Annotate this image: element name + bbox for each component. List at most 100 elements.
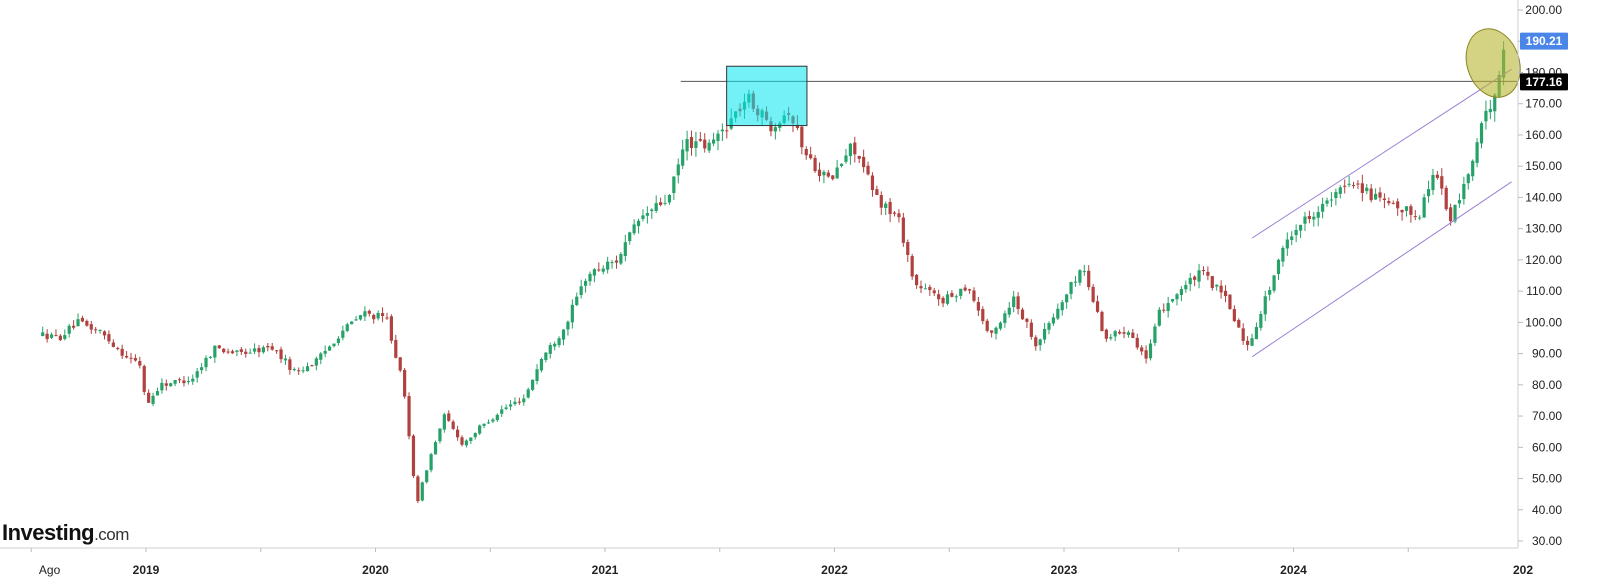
candle-body xyxy=(667,194,672,203)
x-tick-label: 2023 xyxy=(1051,563,1078,577)
candle-body xyxy=(641,215,645,219)
candle-body xyxy=(985,320,989,331)
candle-body xyxy=(1215,284,1219,287)
candle-body xyxy=(411,435,416,476)
candle-body xyxy=(1003,313,1007,323)
candle-body xyxy=(1435,174,1439,178)
candle-body xyxy=(685,139,689,152)
candle-body xyxy=(1109,337,1113,339)
candle-body xyxy=(1369,188,1373,201)
resistance-price-label: 177.16 xyxy=(1520,73,1568,91)
candle-body xyxy=(385,317,389,319)
candle-body xyxy=(482,423,486,426)
y-tick-label: 40.00 xyxy=(1532,503,1562,517)
candle-body xyxy=(548,345,552,354)
y-tick-label: 90.00 xyxy=(1532,347,1562,361)
candle-body xyxy=(1193,276,1197,280)
candle-body xyxy=(1157,309,1161,326)
candle-body xyxy=(857,155,861,159)
candle-body xyxy=(1237,319,1241,328)
candle-body xyxy=(244,351,248,354)
candle-body xyxy=(557,338,561,346)
candle-body xyxy=(1250,338,1254,346)
candle-body xyxy=(58,335,62,341)
candle-body xyxy=(1038,339,1042,346)
candle-body xyxy=(116,347,120,350)
candle-body xyxy=(451,421,455,429)
candle-body xyxy=(1272,275,1276,291)
candle-body xyxy=(703,139,707,149)
candle-body xyxy=(654,203,658,211)
candle-body xyxy=(848,143,852,157)
candle-body xyxy=(107,334,111,342)
candle-body xyxy=(283,358,288,361)
candle-body xyxy=(1047,323,1051,330)
candle-body xyxy=(67,325,71,334)
candle-body xyxy=(879,195,883,208)
candle-body xyxy=(937,294,941,300)
candle-body xyxy=(226,351,230,353)
candle-body xyxy=(1148,343,1153,359)
candle-body xyxy=(478,425,482,434)
candle-body xyxy=(614,260,619,263)
candle-body xyxy=(1479,123,1484,144)
candle-body xyxy=(1100,311,1104,332)
y-axis: 30.00 40.00 50.00 60.00 70.00 80.00 90.00 100.0… xyxy=(1517,0,1562,548)
candle-body xyxy=(332,343,336,347)
candle-body xyxy=(486,422,491,424)
candle-body xyxy=(1475,142,1479,163)
candle-body xyxy=(1396,201,1400,209)
y-tick-label: 130.00 xyxy=(1525,222,1562,236)
candle-body xyxy=(252,348,257,352)
candle-body xyxy=(1135,337,1139,348)
candle-body xyxy=(906,242,910,256)
candle-body xyxy=(1131,332,1135,338)
candle-body xyxy=(1162,309,1166,311)
candle-body xyxy=(1409,206,1413,215)
candle-body xyxy=(1263,296,1267,315)
candle-body xyxy=(1387,201,1391,204)
candle-body xyxy=(1126,332,1131,335)
candle-body xyxy=(1210,276,1214,288)
candle-body xyxy=(1400,209,1404,213)
candle-body xyxy=(566,321,570,330)
candle-body xyxy=(222,348,226,353)
candle-body xyxy=(407,396,411,437)
candle-body xyxy=(1418,217,1422,219)
candle-body xyxy=(1373,193,1378,200)
y-tick-label: 120.00 xyxy=(1525,253,1562,267)
channel-upper-line xyxy=(1251,68,1512,239)
candle-body xyxy=(967,289,972,291)
candle-body xyxy=(429,454,433,471)
candle-body xyxy=(124,356,129,358)
candle-body xyxy=(1078,270,1082,283)
candle-body xyxy=(1462,183,1466,200)
candle-body xyxy=(901,217,905,243)
candle-body xyxy=(425,470,429,483)
y-tick-label: 170.00 xyxy=(1525,97,1562,111)
candle-body xyxy=(963,287,967,291)
candle-body xyxy=(447,413,451,421)
candle-body xyxy=(1201,270,1206,272)
price-labels: 190.21 177.16 xyxy=(1520,32,1568,91)
candle-body xyxy=(720,129,724,132)
candle-body xyxy=(1466,174,1470,184)
y-tick-label: 50.00 xyxy=(1532,472,1562,486)
candle-body xyxy=(420,482,424,501)
candle-body xyxy=(592,269,597,276)
candle-body xyxy=(191,378,195,382)
candle-body xyxy=(186,381,190,383)
candle-body xyxy=(773,127,777,132)
y-tick-label: 150.00 xyxy=(1525,159,1562,173)
candle-body xyxy=(822,171,826,176)
candle-body xyxy=(1312,216,1316,220)
candle-body xyxy=(372,314,376,320)
candle-body xyxy=(94,329,98,331)
candle-body xyxy=(1351,184,1356,186)
candle-body xyxy=(804,148,808,156)
candle-body xyxy=(1197,270,1201,282)
y-tick-label: 100.00 xyxy=(1525,315,1562,329)
candle-body xyxy=(1316,212,1320,218)
candle-body xyxy=(1219,285,1223,293)
